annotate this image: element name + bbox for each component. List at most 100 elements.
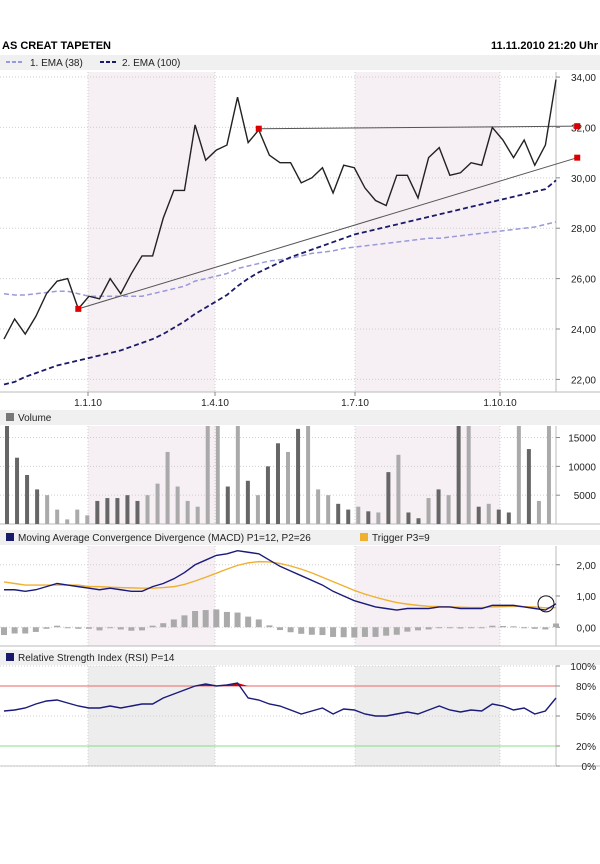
- volume-bar: [456, 426, 461, 524]
- y-tick-label: 5000: [574, 491, 597, 502]
- y-tick-label: 26,00: [571, 275, 596, 286]
- y-tick-label: 10000: [568, 462, 596, 473]
- macd-histogram-bar: [308, 627, 315, 635]
- volume-title-box: [6, 413, 14, 421]
- volume-bar: [316, 489, 321, 524]
- volume-bar: [296, 428, 301, 524]
- y-tick-label: 32,00: [571, 123, 596, 134]
- trendline-marker: [255, 125, 262, 132]
- macd-histogram-bar: [468, 627, 475, 629]
- macd-histogram-bar: [139, 627, 145, 631]
- volume-bar: [506, 512, 511, 524]
- trendline-marker: [574, 154, 581, 161]
- volume-bar: [15, 457, 20, 524]
- macd-histogram-bar: [64, 627, 71, 629]
- volume-bar: [35, 489, 40, 524]
- y-tick-label: 80%: [576, 682, 596, 693]
- x-tick-label: 1.4.10: [201, 398, 229, 409]
- shaded-quarter: [88, 546, 215, 646]
- volume-bar: [105, 498, 110, 524]
- macd-histogram-bar: [54, 625, 61, 628]
- volume-bar: [376, 512, 381, 524]
- ema2-series-line: [3, 179, 557, 386]
- legend-bar: [0, 55, 600, 70]
- macd-histogram-bar: [85, 627, 92, 629]
- volume-bar: [496, 509, 501, 524]
- macd-histogram-bar: [181, 615, 188, 628]
- x-tick-label: 1.1.10: [74, 398, 102, 409]
- macd-histogram-bar: [287, 627, 294, 633]
- volume-bar: [245, 480, 250, 524]
- macd-histogram-bar: [75, 627, 82, 629]
- macd-series-line: [4, 549, 557, 611]
- volume-bar: [386, 472, 391, 524]
- volume-bar: [275, 443, 280, 524]
- volume-bar: [406, 512, 411, 524]
- macd-histogram-bar: [266, 625, 273, 628]
- macd-histogram-bar: [255, 619, 262, 628]
- volume-bar: [526, 449, 531, 524]
- y-tick-label: 2,00: [577, 561, 597, 572]
- macd-histogram-bar: [223, 611, 230, 628]
- volume-bar: [55, 509, 60, 524]
- macd-histogram-bar: [383, 627, 390, 636]
- macd-histogram-bar: [277, 627, 283, 631]
- macd-histogram-bar: [128, 627, 135, 631]
- y-tick-label: 50%: [576, 712, 596, 723]
- macd-histogram-bar: [499, 626, 506, 628]
- macd-histogram-bar: [404, 627, 411, 632]
- trendline-marker: [574, 123, 581, 130]
- volume-bar: [265, 466, 270, 524]
- macd-histogram-bar: [436, 627, 443, 629]
- y-tick-label: 0,00: [577, 623, 597, 634]
- volume-bar: [336, 503, 341, 524]
- volume-title: Volume: [18, 413, 52, 424]
- macd-histogram-bar: [319, 627, 326, 636]
- y-tick-label: 30,00: [571, 174, 596, 185]
- macd-histogram-bar: [107, 627, 114, 629]
- macd-histogram-bar: [22, 627, 29, 634]
- trigger-title: Trigger P3=9: [372, 533, 430, 544]
- volume-bar: [65, 519, 70, 524]
- rsi-overbought-fill: [237, 683, 249, 686]
- volume-header-bar: [0, 410, 600, 425]
- volume-bar: [145, 495, 150, 524]
- volume-bar: [366, 511, 371, 524]
- y-tick-label: 22,00: [571, 375, 596, 386]
- volume-bar: [185, 500, 190, 524]
- crossover-highlight-circle: [537, 595, 555, 613]
- rsi-series-line: [3, 682, 557, 717]
- volume-bar: [165, 451, 170, 524]
- volume-bar: [5, 426, 9, 524]
- rsi-title-box: [6, 653, 14, 661]
- macd-histogram-bar: [510, 626, 517, 628]
- volume-bar: [516, 426, 521, 524]
- volume-bar: [225, 486, 230, 524]
- volume-bar: [255, 495, 260, 524]
- volume-bar: [446, 495, 451, 524]
- macd-histogram-bar: [372, 627, 379, 637]
- volume-bar: [95, 500, 100, 524]
- macd-histogram-bar: [393, 627, 400, 635]
- volume-bar: [25, 475, 30, 524]
- y-tick-label: 15000: [568, 434, 596, 445]
- x-tick-label: 1.7.10: [341, 398, 369, 409]
- shaded-quarter: [88, 72, 215, 392]
- volume-bar: [476, 506, 481, 524]
- macd-histogram-bar: [32, 627, 39, 632]
- macd-histogram-bar: [170, 619, 177, 628]
- chart-title: AS CREAT TAPETEN: [2, 40, 111, 52]
- volume-bar: [135, 500, 140, 524]
- volume-bar: [125, 495, 130, 524]
- macd-histogram-bar: [330, 627, 337, 637]
- volume-bar: [45, 495, 50, 524]
- ema1-series-line: [3, 221, 557, 298]
- x-tick-label: 1.10.10: [483, 398, 517, 409]
- trendline-marker: [75, 305, 82, 312]
- rsi-panel: 0% 20% 50% 80% 100%: [0, 662, 600, 773]
- macd-histogram-bar: [478, 627, 485, 629]
- macd-histogram-bar: [415, 627, 421, 631]
- volume-bar: [326, 495, 331, 524]
- macd-histogram-bar: [457, 627, 464, 629]
